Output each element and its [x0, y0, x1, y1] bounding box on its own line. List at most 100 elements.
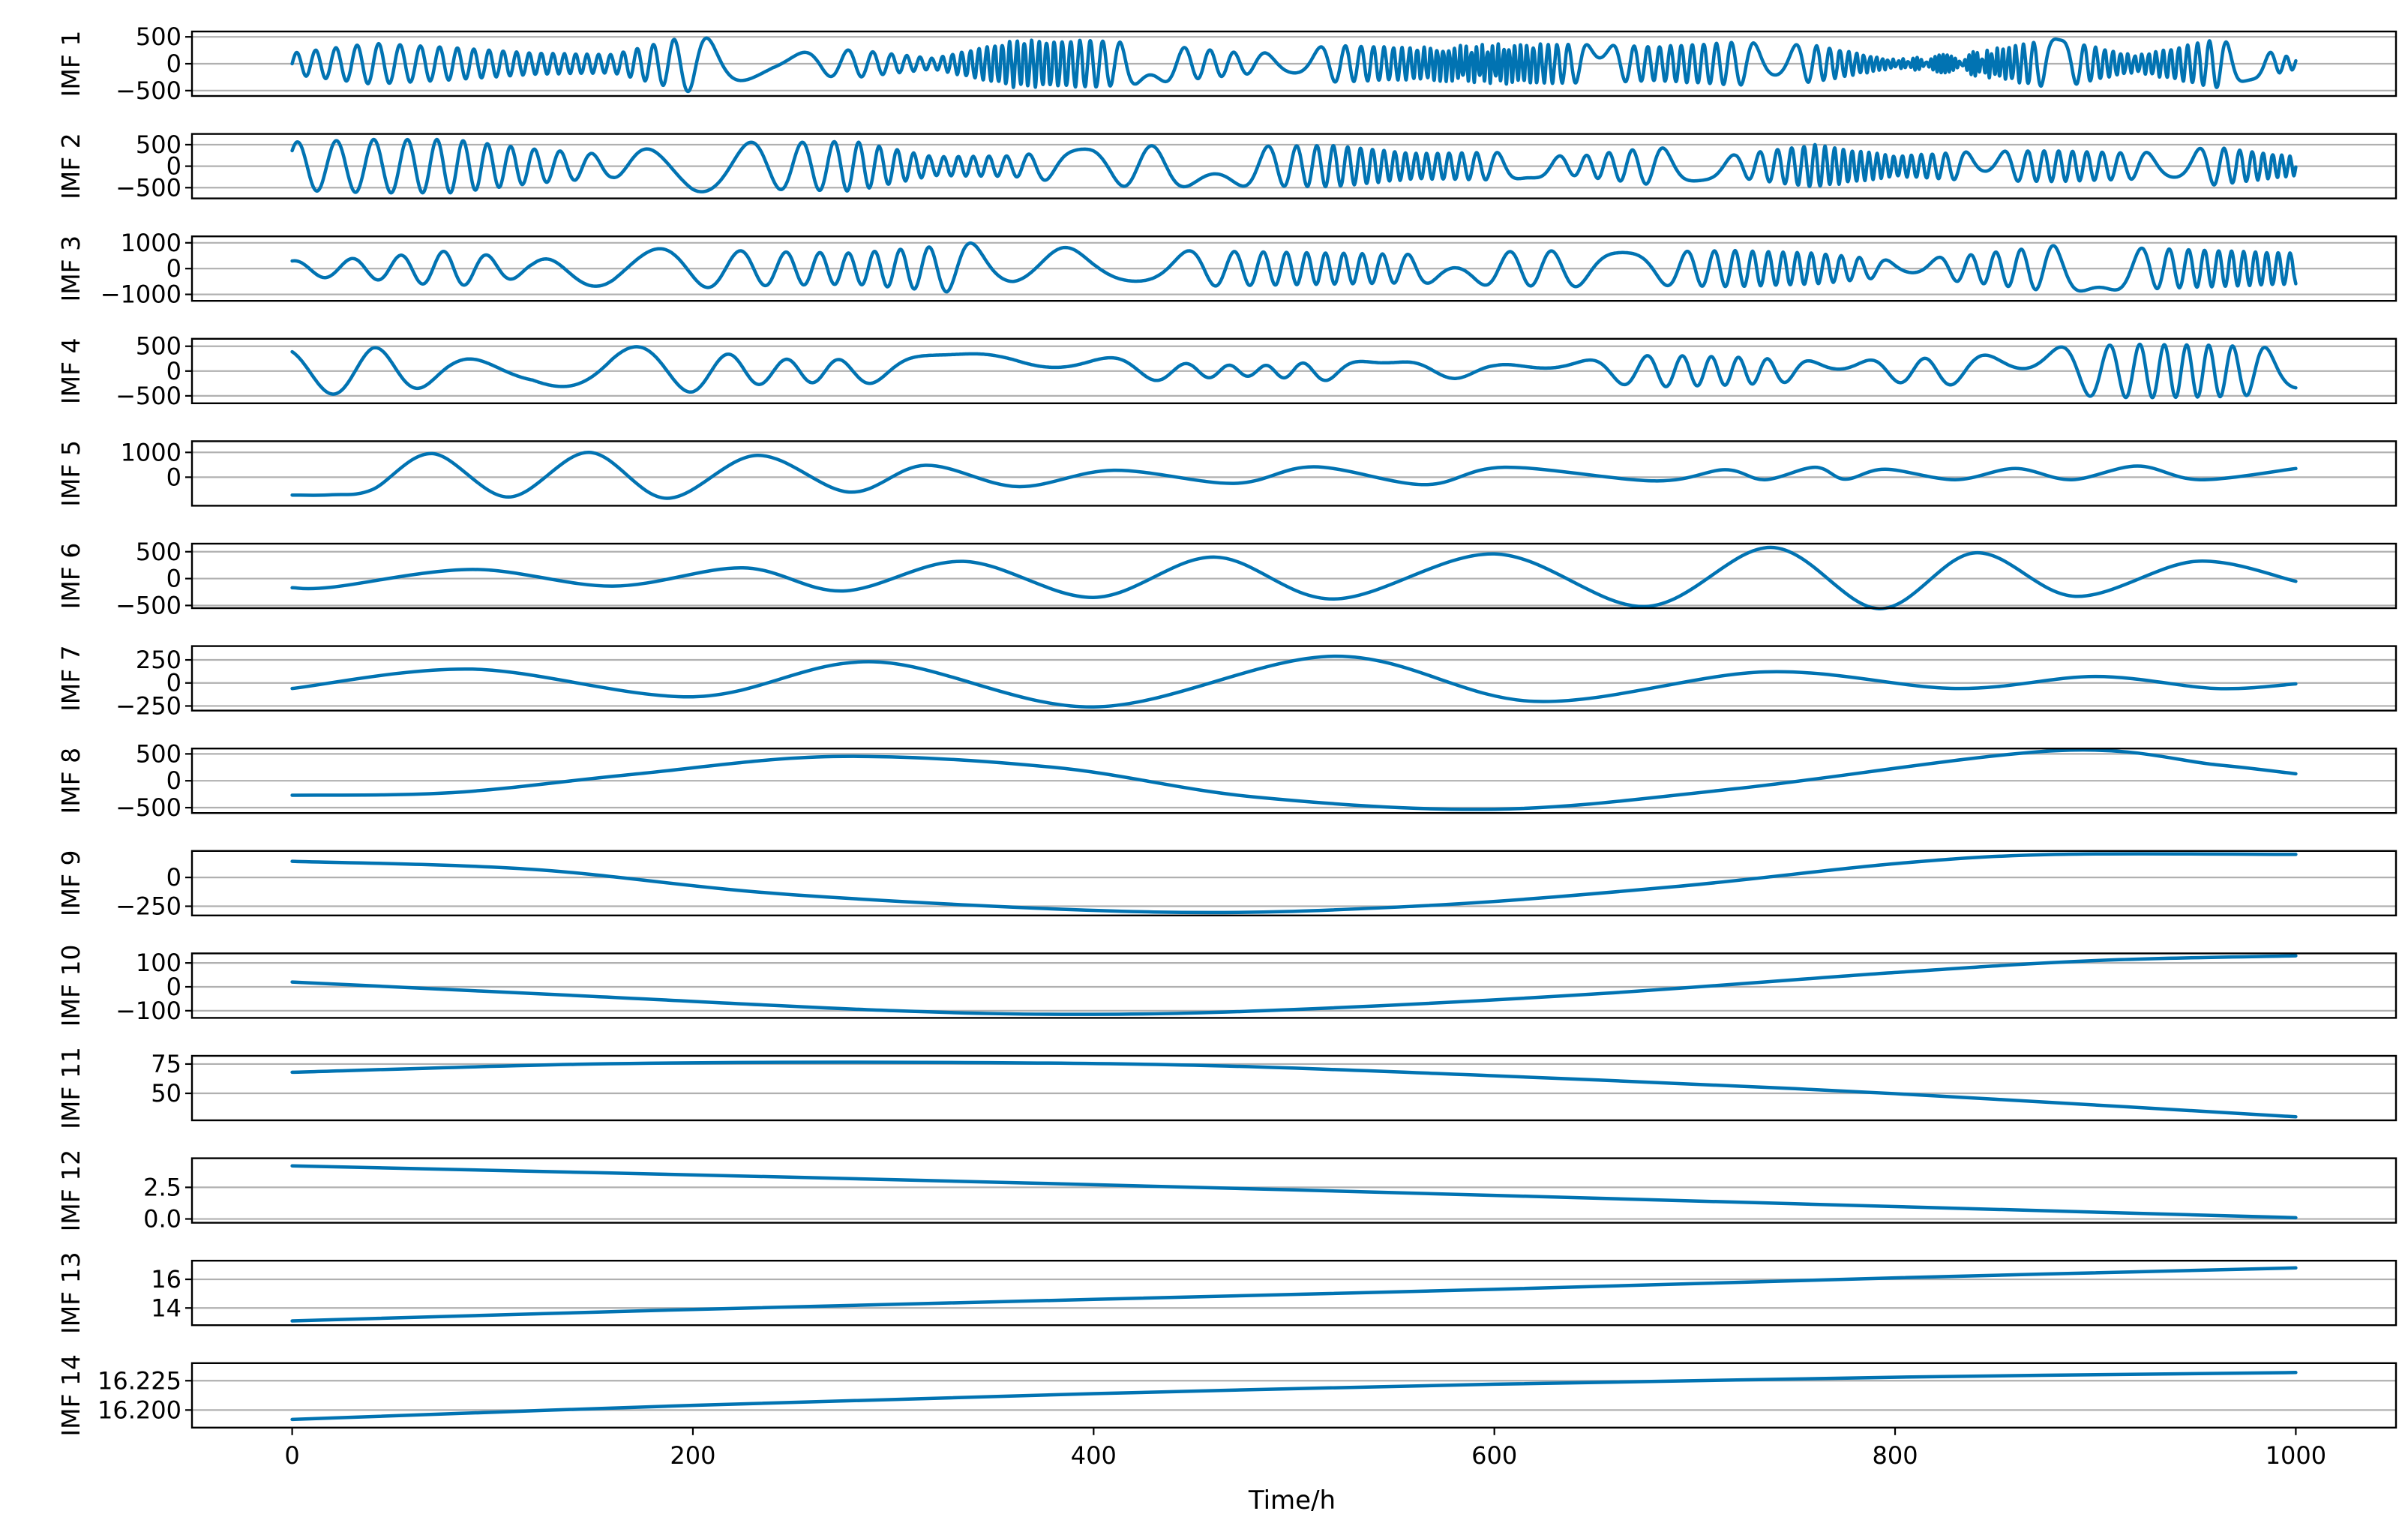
y-tick-label: −250 — [115, 691, 181, 720]
subplot-frame — [190, 645, 2398, 712]
y-tick-label: 500 — [136, 22, 181, 51]
y-axis-label: IMF 7 — [56, 645, 85, 712]
y-tick-label: 1000 — [121, 229, 181, 257]
y-tick-label: 16.200 — [97, 1396, 181, 1424]
y-axis-label: IMF 12 — [56, 1150, 85, 1232]
series-line-imf-8 — [290, 748, 2298, 811]
y-axis-label: IMF 11 — [56, 1047, 85, 1129]
x-axis-label: Time/h — [1248, 1486, 1336, 1516]
series-line-imf-1 — [290, 36, 2298, 94]
y-tick-label: 500 — [136, 739, 181, 768]
x-tick-label: 0 — [284, 1441, 299, 1470]
subplot-imf-9: 0−250 IMF 9 — [56, 850, 2398, 921]
subplot-frame — [190, 440, 2398, 507]
subplot-frame — [190, 235, 2398, 302]
y-axis-label: IMF 8 — [56, 748, 85, 814]
y-axis-label: IMF 13 — [56, 1252, 85, 1334]
subplot-imf-10: 1000−100 IMF 10 — [56, 945, 2398, 1027]
y-tick-label: 0 — [166, 49, 181, 78]
series-line-imf-11 — [290, 1060, 2298, 1119]
y-tick-label: 500 — [136, 538, 181, 566]
y-tick-label: −500 — [115, 793, 181, 822]
subplot-frame — [190, 850, 2398, 917]
series-line-imf-9 — [290, 852, 2298, 915]
series-line-imf-12 — [290, 1164, 2298, 1220]
subplot-frame — [190, 1054, 2398, 1122]
subplot-frame — [190, 337, 2398, 404]
y-tick-label: −500 — [115, 76, 181, 105]
y-tick-label: 500 — [136, 130, 181, 159]
y-axis-label: IMF 1 — [56, 31, 85, 97]
y-tick-label: −500 — [115, 382, 181, 410]
y-tick-label: 0 — [166, 357, 181, 385]
series-line-imf-14 — [290, 1371, 2298, 1422]
y-tick-label: 0 — [166, 565, 181, 593]
series-line-imf-5 — [290, 451, 2298, 500]
y-tick-label: 16.225 — [97, 1366, 181, 1395]
y-axis-label: IMF 6 — [56, 543, 85, 610]
y-axis-label: IMF 2 — [56, 133, 85, 199]
series-line-imf-3 — [290, 241, 2298, 294]
x-tick-label: 1000 — [2266, 1441, 2326, 1470]
y-tick-label: 0.0 — [143, 1205, 181, 1234]
y-tick-label: 500 — [136, 332, 181, 361]
y-axis-label: IMF 9 — [56, 850, 85, 916]
y-tick-label: 0 — [166, 463, 181, 491]
y-tick-label: 1000 — [121, 438, 181, 466]
y-tick-label: −1000 — [100, 280, 181, 309]
y-tick-label: −100 — [115, 997, 181, 1025]
y-tick-label: 100 — [136, 949, 181, 977]
y-axis-label: IMF 10 — [56, 945, 85, 1027]
x-tick-label: 200 — [670, 1441, 715, 1470]
subplot-frame — [190, 1362, 2398, 1429]
y-tick-label: −500 — [115, 591, 181, 619]
subplot-frame — [190, 1259, 2398, 1327]
y-tick-label: 0 — [166, 254, 181, 283]
series-line-imf-7 — [290, 654, 2298, 709]
subplot-frame — [190, 1157, 2398, 1224]
y-tick-label: 75 — [151, 1050, 181, 1078]
y-tick-label: 0 — [166, 863, 181, 892]
y-tick-label: 16 — [151, 1265, 181, 1294]
y-tick-label: 0 — [166, 152, 181, 181]
series-line-imf-2 — [290, 137, 2298, 195]
y-tick-label: 2.5 — [143, 1173, 181, 1201]
y-tick-label: −250 — [115, 892, 181, 921]
subplot-frame — [190, 133, 2398, 199]
y-axis-label: IMF 5 — [56, 440, 85, 507]
series-line-imf-6 — [290, 545, 2298, 610]
subplot-frame — [190, 952, 2398, 1019]
subplot-frame — [190, 30, 2398, 97]
x-tick-label: 400 — [1071, 1441, 1117, 1470]
y-tick-label: 14 — [151, 1294, 181, 1322]
y-tick-label: −500 — [115, 173, 181, 202]
subplot-frame — [190, 542, 2398, 610]
x-tick-label: 600 — [1471, 1441, 1517, 1470]
y-axis-label: IMF 4 — [56, 337, 85, 404]
y-axis-label: IMF 3 — [56, 235, 85, 302]
y-tick-label: 0 — [166, 669, 181, 697]
y-tick-label: 50 — [151, 1079, 181, 1108]
y-tick-label: 0 — [166, 766, 181, 795]
y-tick-label: 250 — [136, 646, 181, 674]
series-line-imf-10 — [290, 954, 2298, 1016]
x-tick-label: 800 — [1873, 1441, 1918, 1470]
y-tick-label: 0 — [166, 973, 181, 1001]
y-axis-label: IMF 14 — [56, 1354, 85, 1437]
subplot-frame — [190, 748, 2398, 814]
series-line-imf-13 — [290, 1266, 2298, 1323]
x-axis: 0 200 400 600 800 1000 — [284, 1427, 2326, 1470]
subplot-imf-12: 2.5 0.0 IMF 12 — [56, 1150, 2398, 1234]
